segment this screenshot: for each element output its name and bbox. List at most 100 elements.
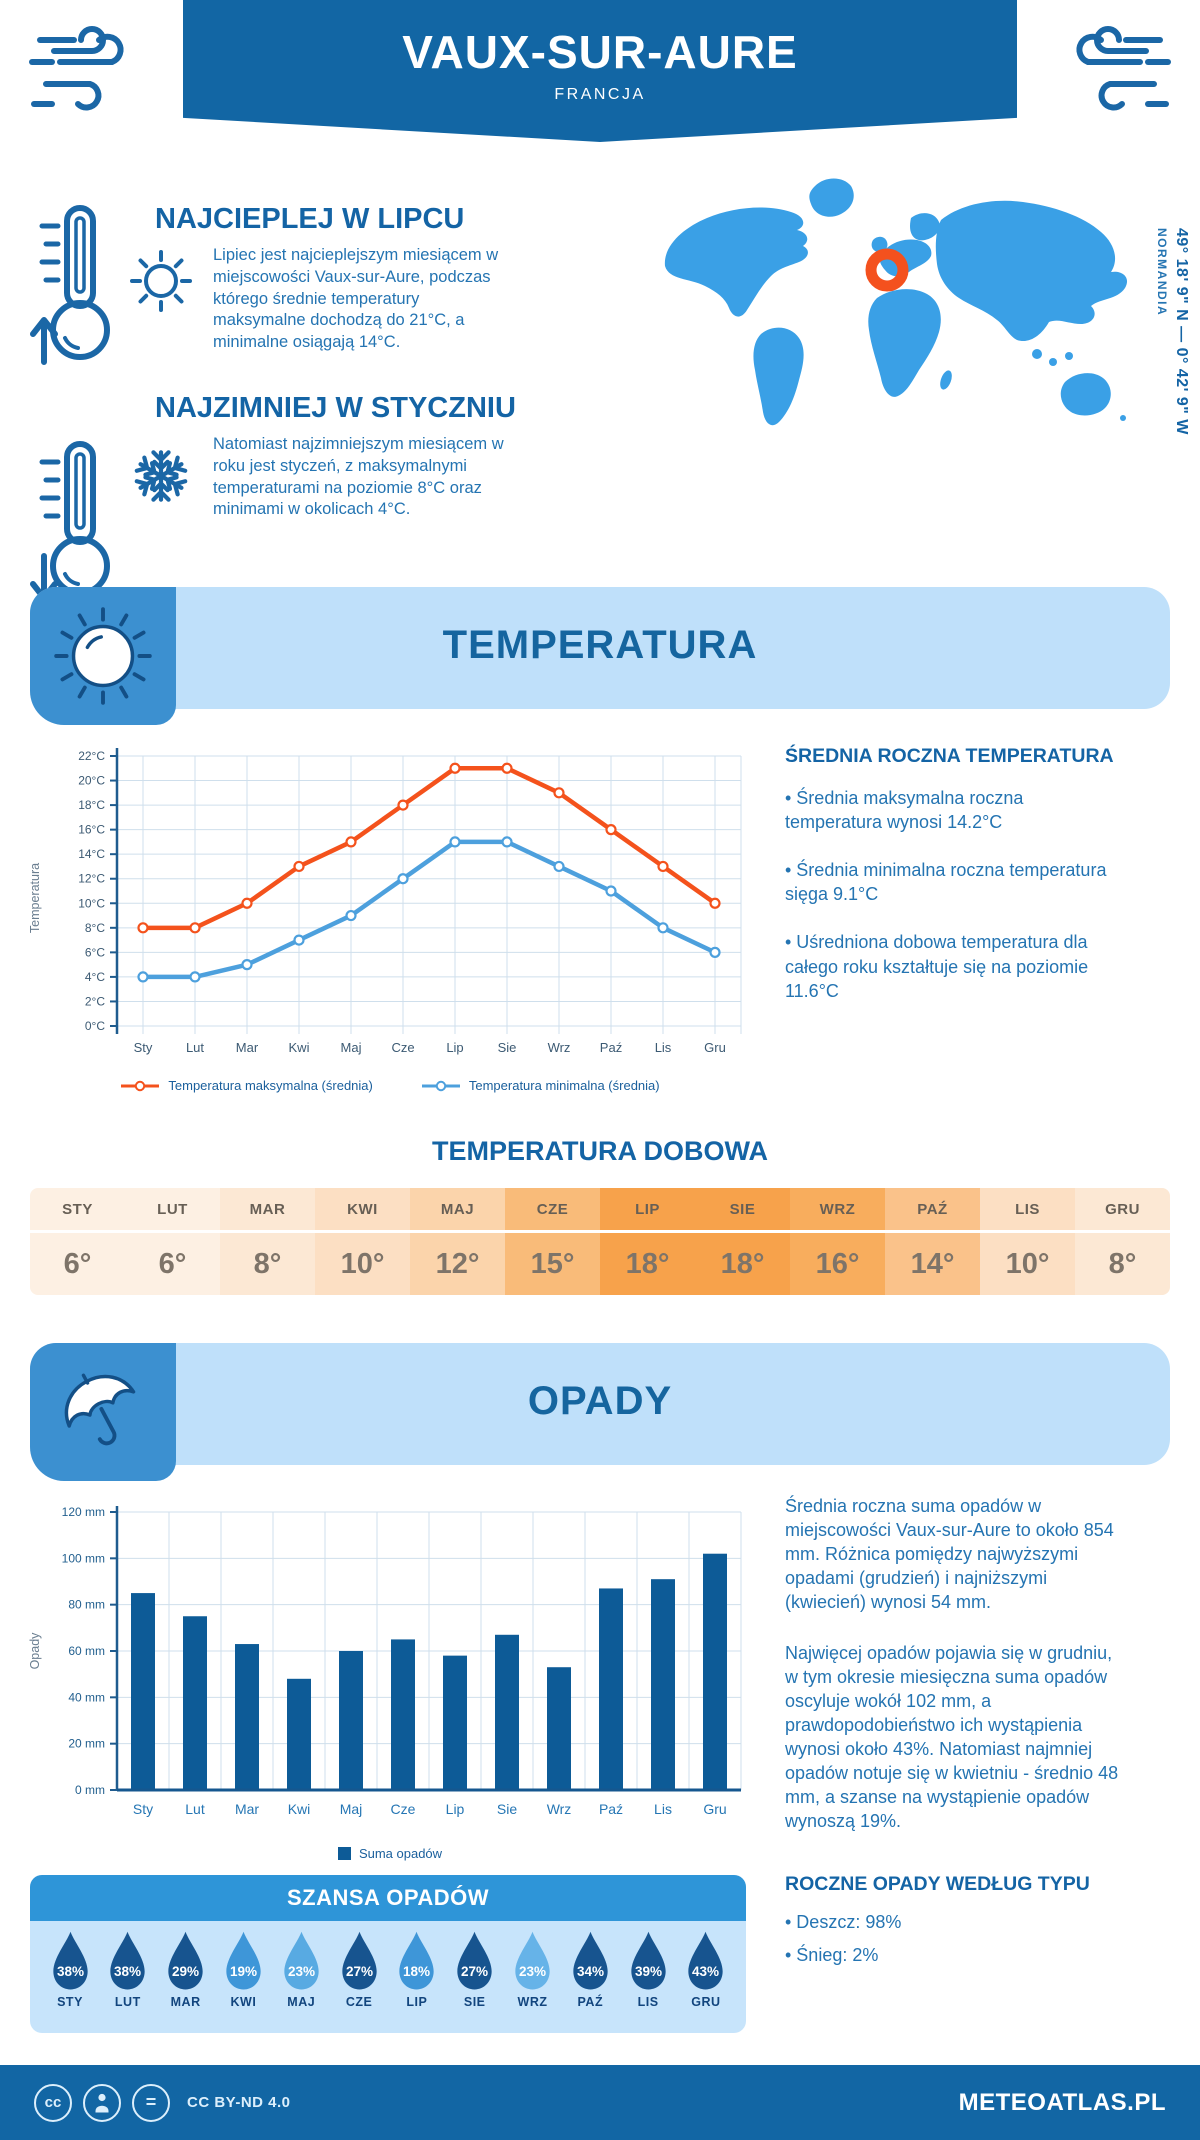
page-title: VAUX-SUR-AURE	[402, 26, 798, 78]
license-group: cc = CC BY-ND 4.0	[34, 2083, 291, 2122]
cc-attribution-icon	[83, 2083, 121, 2122]
raindrop-icon: 39%	[630, 1931, 666, 1990]
country-subtitle: FRANCJA	[554, 86, 646, 103]
island-madagascar	[940, 370, 952, 390]
license-label: CC BY-ND 4.0	[187, 2094, 291, 2111]
continent-north-america	[664, 207, 808, 317]
raindrop-icon: 19%	[226, 1931, 261, 1990]
svg-text:Lis: Lis	[654, 1801, 672, 1817]
svg-text:Wrz: Wrz	[548, 1040, 571, 1055]
daily-temp-value: 12°	[410, 1230, 505, 1295]
temperature-banner-title: TEMPERATURA	[442, 623, 758, 667]
rain-chance-drop: 23% MAJ	[275, 1929, 327, 2009]
daily-temp-value: 10°	[980, 1230, 1075, 1295]
continent-greenland	[809, 178, 854, 217]
svg-text:Paź: Paź	[599, 1801, 623, 1817]
daily-temp-value: 15°	[505, 1230, 600, 1295]
daily-temp-month: WRZ	[790, 1188, 885, 1230]
svg-text:2°C: 2°C	[85, 994, 105, 1008]
raindrop-icon: 43%	[688, 1931, 724, 1990]
svg-text:20°C: 20°C	[78, 774, 105, 788]
warm-section-title: NAJCIEPLEJ W LIPCU	[155, 203, 465, 235]
svg-text:18°C: 18°C	[78, 798, 105, 812]
annual-bullet: • Uśredniona dobowa temperatura dla całe…	[785, 932, 1089, 1001]
svg-text:43%: 43%	[692, 1964, 719, 1979]
daily-temp-value: 10°	[315, 1230, 410, 1295]
annual-bullet: • Średnia minimalna roczna temperatura s…	[785, 860, 1107, 905]
svg-text:Cze: Cze	[391, 1040, 414, 1055]
svg-text:12°C: 12°C	[78, 872, 105, 886]
island-uk	[871, 236, 888, 253]
cc-icon: cc	[34, 2083, 72, 2122]
rain-chance-drop: 38% STY	[44, 1929, 96, 2009]
daily-temperature-title: TEMPERATURA DOBOWA	[432, 1136, 768, 1166]
svg-text:8°C: 8°C	[85, 921, 105, 935]
temperature-chart-legend: Temperatura maksymalna (średnia) Temperat…	[25, 1078, 755, 1093]
precipitation-type-title: ROCZNE OPADY WEDŁUG TYPU	[785, 1873, 1090, 1896]
daily-temp-month: MAR	[220, 1188, 315, 1230]
svg-text:27%: 27%	[346, 1964, 373, 1979]
raindrop-icon: 27%	[341, 1931, 377, 1990]
daily-temp-month: KWI	[315, 1188, 410, 1230]
svg-text:Maj: Maj	[341, 1040, 362, 1055]
svg-text:10°C: 10°C	[78, 896, 105, 910]
cold-section-text: Natomiast najzimniejszym miesiącem w rok…	[213, 435, 504, 519]
daily-temp-month: LIP	[600, 1188, 695, 1230]
svg-text:23%: 23%	[288, 1964, 315, 1979]
svg-text:80 mm: 80 mm	[68, 1598, 105, 1612]
warm-section-text: Lipiec jest najcieplejszym miesiącem w m…	[213, 246, 499, 352]
svg-text:Kwi: Kwi	[288, 1801, 311, 1817]
precipitation-type-bullets: • Deszcz: 98% • Śnieg: 2%	[785, 1910, 1125, 1966]
raindrop-icon: 27%	[457, 1931, 492, 1990]
svg-text:60 mm: 60 mm	[68, 1644, 105, 1658]
sun-icon	[130, 250, 192, 312]
svg-text:34%: 34%	[577, 1964, 604, 1979]
rain-chance-box: SZANSA OPADÓW 38% STY 38% LUT 29% MAR 19% KWI 23…	[30, 1875, 746, 2033]
svg-text:29%: 29%	[172, 1964, 199, 1979]
svg-text:Opady: Opady	[28, 1632, 42, 1670]
svg-text:19%: 19%	[230, 1964, 257, 1979]
legend-item: Temperatura minimalna (średnia)	[421, 1078, 660, 1093]
svg-text:Gru: Gru	[704, 1040, 726, 1055]
svg-text:Gru: Gru	[703, 1801, 726, 1817]
precipitation-banner-icon-box	[30, 1343, 176, 1481]
svg-text:100 mm: 100 mm	[62, 1551, 105, 1565]
svg-text:Mar: Mar	[235, 1801, 259, 1817]
legend-line-icon	[121, 1080, 160, 1091]
precipitation-paragraph: Najwięcej opadów pojawia się w grudniu, …	[785, 1642, 1119, 1832]
rain-chance-drop: 27% SIE	[449, 1929, 501, 2009]
continent-australia	[1060, 373, 1111, 416]
umbrella-icon	[64, 1373, 136, 1446]
cc-nd-icon: =	[132, 2083, 170, 2122]
map-coordinates-block: 49° 18' 9" N — 0° 42' 9" W NORMANDIA	[1155, 228, 1190, 560]
svg-text:Lip: Lip	[446, 1040, 463, 1055]
raindrop-icon: 38%	[52, 1931, 88, 1990]
svg-text:38%: 38%	[56, 1964, 83, 1979]
island	[1049, 358, 1057, 366]
raindrop-icon: 38%	[110, 1931, 145, 1990]
continent-scandinavia	[910, 213, 940, 241]
svg-text:Lut: Lut	[186, 1040, 204, 1055]
daily-temp-month: GRU	[1075, 1188, 1170, 1230]
daily-temp-month: MAJ	[410, 1188, 505, 1230]
annual-temperature-title: ŚREDNIA ROCZNA TEMPERATURA	[785, 745, 1114, 767]
temperature-banner: TEMPERATURA	[30, 587, 1170, 725]
daily-temp-month: SIE	[695, 1188, 790, 1230]
precipitation-chart-legend: Suma opadów	[25, 1846, 755, 1861]
svg-text:23%: 23%	[519, 1964, 546, 1979]
sun-icon	[54, 607, 152, 705]
cold-section-title: NAJZIMNIEJ W STYCZNIU	[155, 392, 516, 424]
svg-text:Maj: Maj	[340, 1801, 363, 1817]
precipitation-paragraphs: Średnia roczna suma opadów w miejscowośc…	[785, 1494, 1125, 1833]
precipitation-type-bullet: • Deszcz: 98%	[785, 1912, 902, 1933]
daily-temperature-table: STY LUT MAR KWI MAJ CZE LIP SIE WRZ PAŹ LIS GRU 6° 6°…	[30, 1188, 1170, 1295]
daily-temp-month: STY	[30, 1188, 125, 1230]
daily-temp-month: CZE	[505, 1188, 600, 1230]
svg-text:120 mm: 120 mm	[62, 1505, 105, 1519]
daily-temp-value: 18°	[600, 1230, 695, 1295]
svg-text:4°C: 4°C	[85, 970, 105, 984]
rain-chance-drop: 39% LIS	[622, 1929, 674, 2009]
svg-text:Sty: Sty	[133, 1801, 153, 1817]
daily-temp-month: PAŹ	[885, 1188, 980, 1230]
